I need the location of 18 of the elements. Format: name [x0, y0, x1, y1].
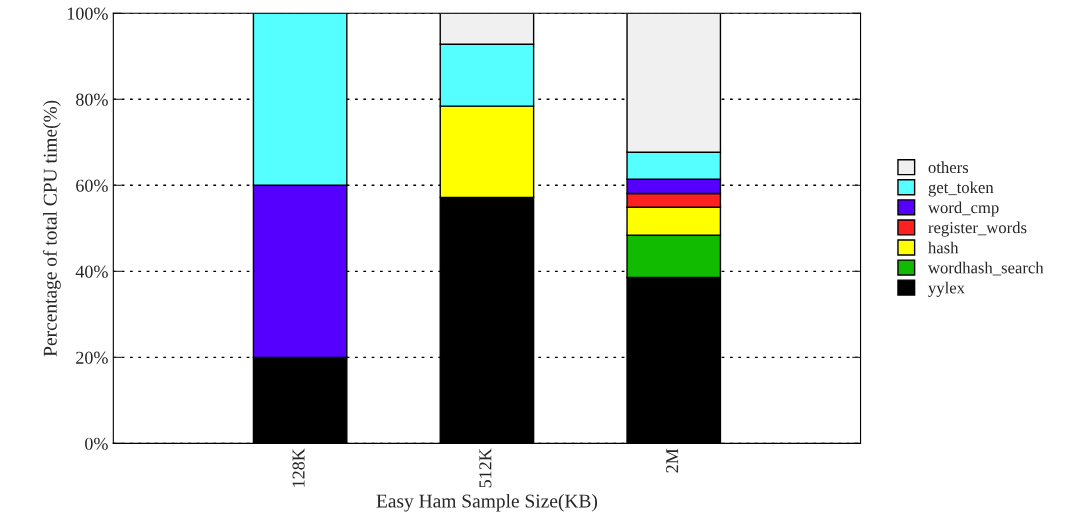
- legend-label: wordhash_search: [927, 261, 1044, 276]
- y-tick-label: 100%: [67, 7, 108, 20]
- y-tick-label: 60%: [76, 179, 108, 192]
- legend-label: get_token: [928, 181, 994, 197]
- legend-label: word_cmp: [927, 201, 999, 217]
- legend-label: register_words: [928, 221, 1027, 237]
- legend-label: others: [928, 161, 969, 174]
- y-axis-title: Percentage of total CPU time(%): [42, 100, 61, 357]
- legend-label: hash: [928, 241, 959, 254]
- x-tick-label: 512K: [479, 448, 492, 488]
- y-tick-label: 80%: [76, 93, 108, 106]
- y-tick-label: 0%: [85, 437, 108, 450]
- legend-label: yylex: [928, 281, 965, 297]
- x-tick-label: 128K: [292, 448, 305, 487]
- y-tick-label: 20%: [76, 351, 108, 364]
- x-axis-title: Easy Ham Sample Size(KB): [376, 493, 598, 512]
- x-tick-label: 2M: [666, 448, 679, 473]
- y-tick-label: 40%: [75, 265, 108, 278]
